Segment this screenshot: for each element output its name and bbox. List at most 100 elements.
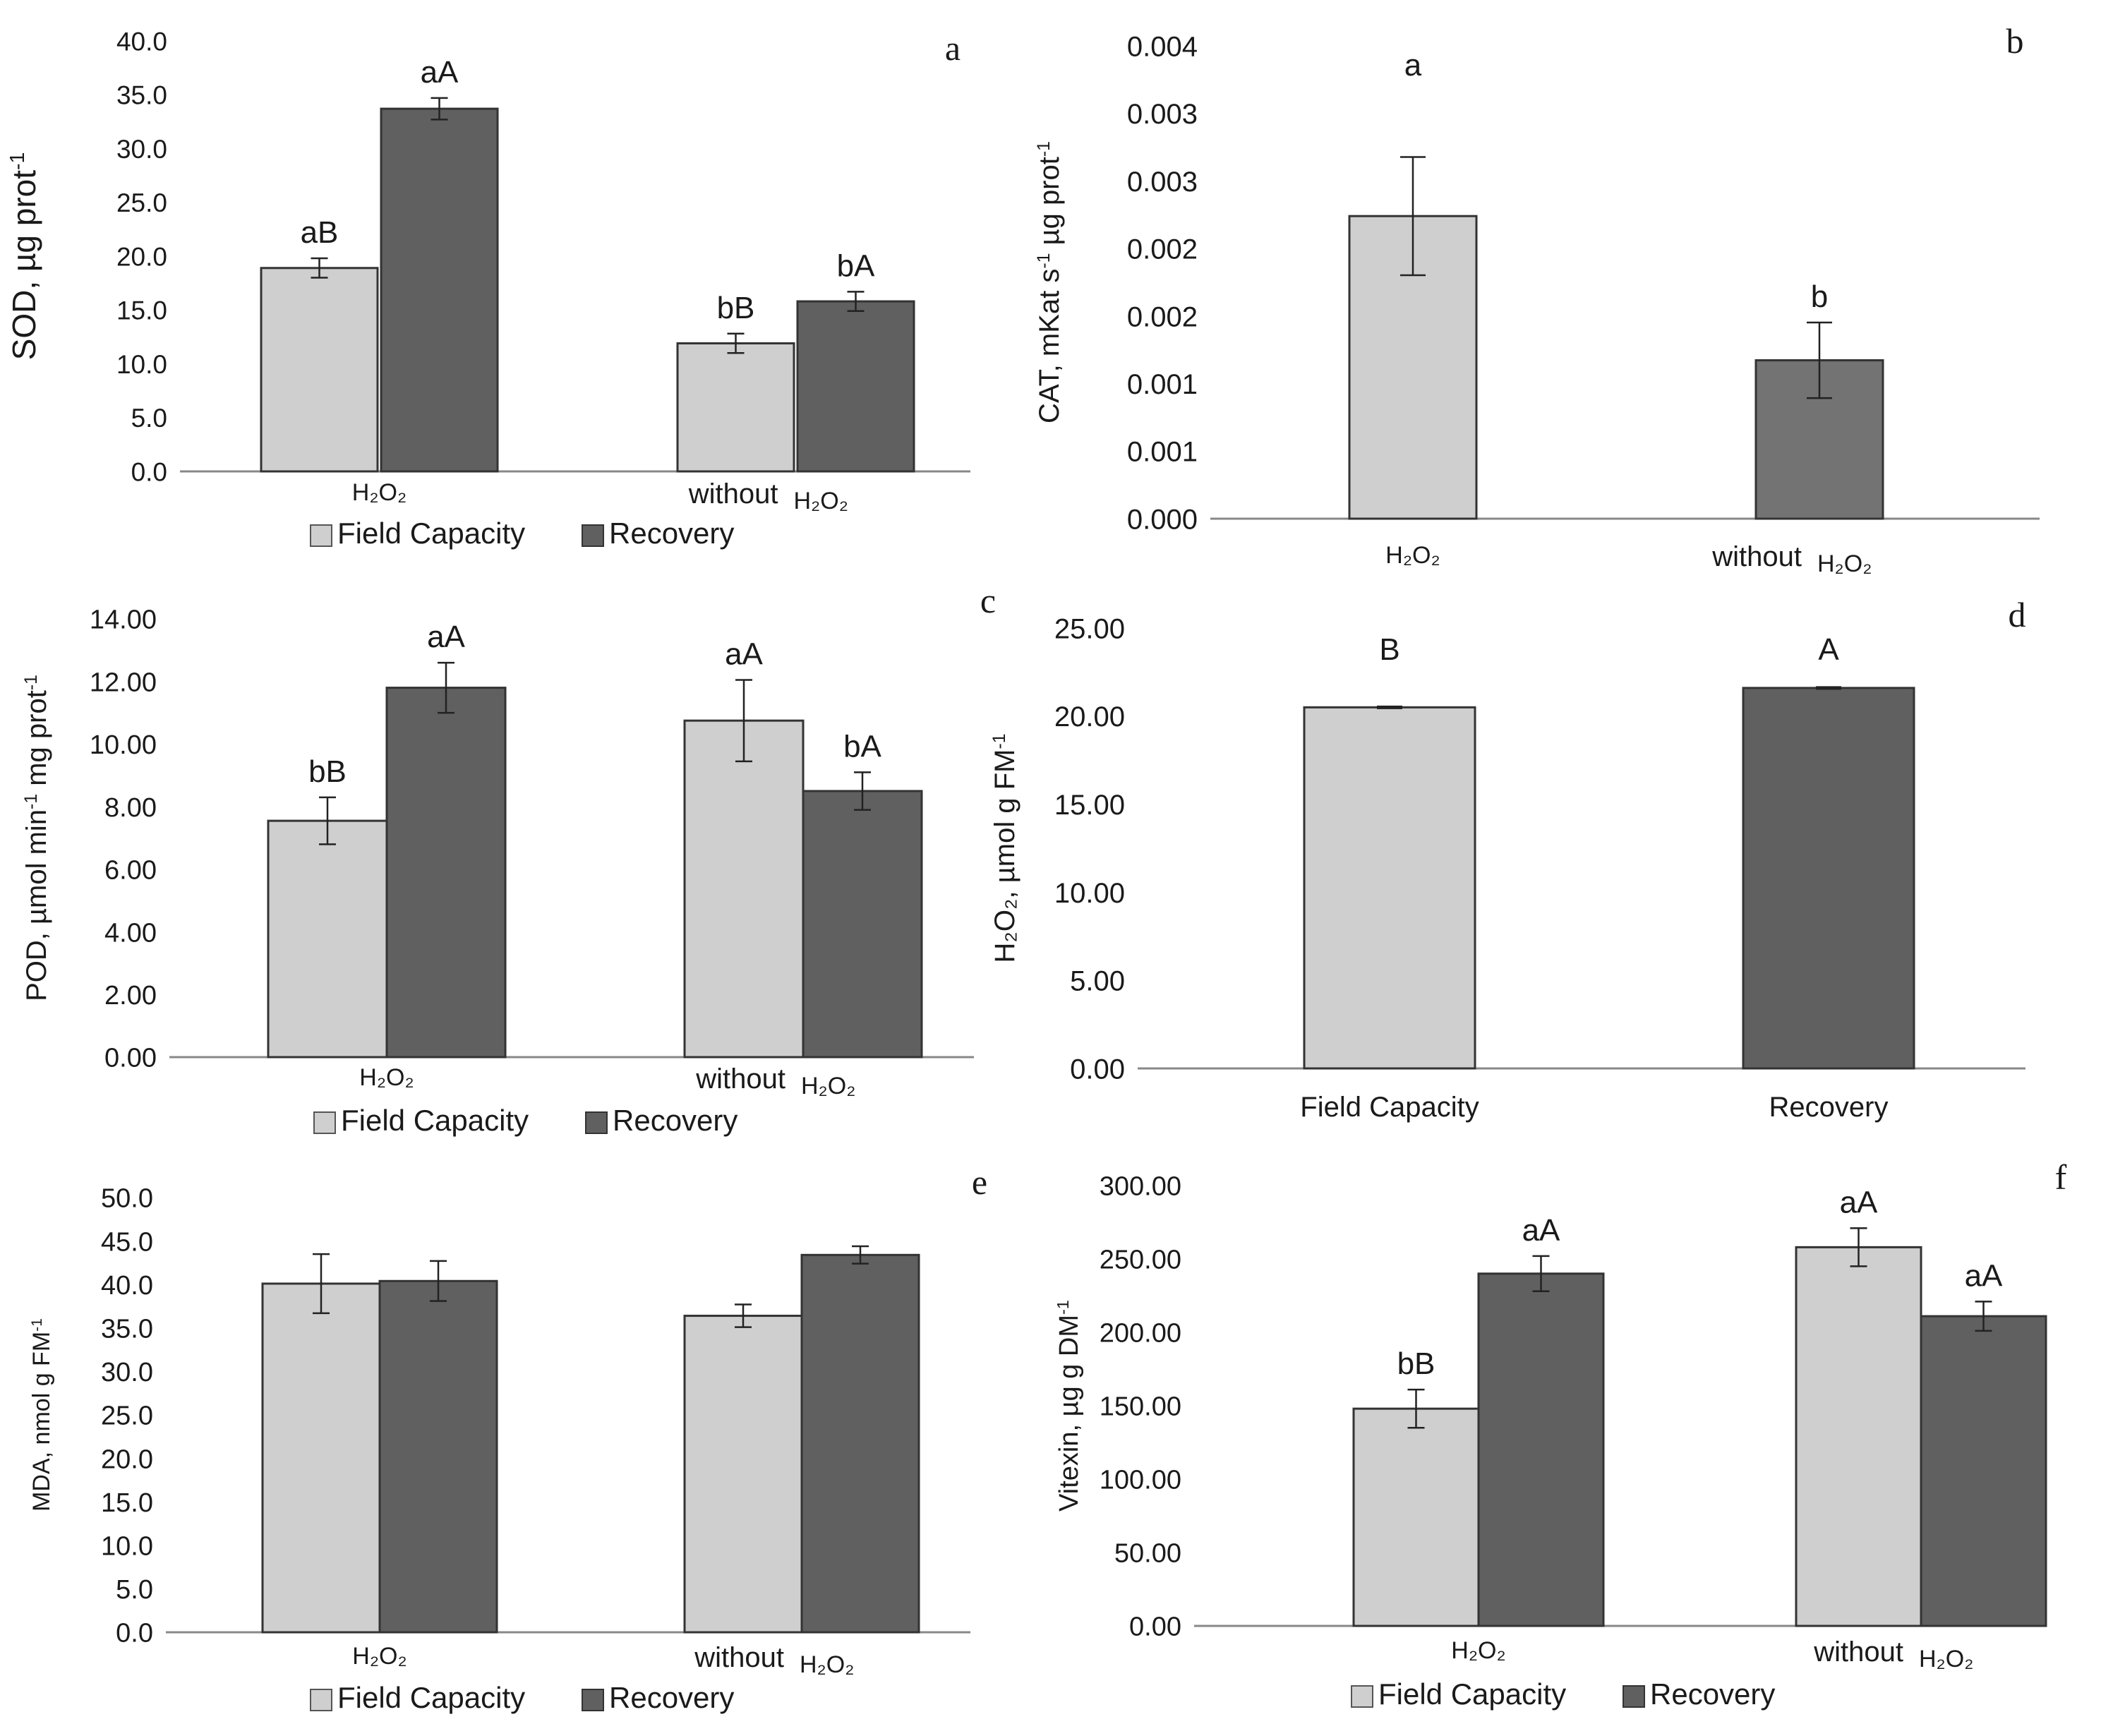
y-tick-label: 0.000 [1127, 504, 1198, 535]
legend-label-field-capacity: Field Capacity [337, 1681, 525, 1714]
legend-swatch-recovery [582, 524, 604, 547]
y-tick-label: 12.00 [90, 668, 157, 697]
significance-label: aA [1522, 1213, 1560, 1248]
y-tick-label: 0.001 [1127, 369, 1198, 400]
y-tick-label: 10.00 [90, 730, 157, 760]
bar [378, 1279, 498, 1634]
bar [1742, 687, 1915, 1070]
bar [1477, 1272, 1605, 1627]
significance-label: aA [725, 637, 763, 671]
x-category-label: without [694, 1642, 784, 1673]
bar [796, 300, 915, 473]
x-category-label: H₂O₂ [1385, 542, 1440, 569]
bar [1303, 706, 1476, 1070]
significance-label: bB [308, 754, 347, 789]
legend-label-field-capacity: Field Capacity [337, 517, 525, 550]
y-tick-label: 35.0 [116, 81, 167, 110]
y-axis-label: H₂O₂, µmol g FM-1 [989, 733, 1021, 963]
significance-label: bA [843, 729, 881, 764]
significance-label: aB [301, 215, 339, 250]
significance-label: bB [717, 291, 755, 325]
chart-panel-e: 0.0 5.0 10.0 15.0 20.0 25.0 30.0 35.0 40.0 45.0 50… [28, 1162, 987, 1714]
y-axis-label-sup: -1 [1035, 141, 1054, 157]
chart-panel-b: 0.000 0.001 0.001 0.002 0.002 0.003 0.003 0.004… [1034, 21, 2040, 577]
y-axis-label-part: POD, µmol min [21, 809, 52, 1001]
y-axis-label-part: µg prot [1034, 157, 1065, 253]
y-tick-label: 0.0 [131, 457, 167, 486]
x-category-chem: H₂O₂ [1817, 550, 1872, 577]
chart-panel-c: 0.00 2.00 4.00 6.00 8.00 10.00 12.00 14.00 bB aA a… [21, 581, 996, 1137]
y-tick-label: 35.0 [101, 1314, 153, 1344]
y-tick-label: 20.0 [101, 1445, 153, 1474]
y-tick-label: 15.00 [1054, 790, 1125, 821]
bar [800, 1253, 920, 1634]
y-tick-label: 14.00 [90, 605, 157, 635]
y-tick-label: 45.0 [101, 1227, 153, 1257]
legend-swatch-recovery [582, 1689, 604, 1711]
significance-label: A [1818, 632, 1839, 667]
legend-swatch-recovery [585, 1111, 608, 1134]
legend-swatch-field-capacity [310, 1689, 332, 1711]
x-category-label: Recovery [1769, 1092, 1889, 1123]
y-tick-label: 20.0 [116, 242, 167, 271]
bar [676, 342, 795, 473]
x-category-label: H₂O₂ [359, 1064, 414, 1091]
y-tick-label: 200.00 [1100, 1319, 1181, 1349]
significance-label: aA [421, 55, 459, 90]
panel-letter: b [2006, 21, 2024, 61]
y-tick-label: 10.00 [1054, 878, 1125, 909]
y-tick-label: 4.00 [104, 918, 157, 948]
y-tick-label: 250.00 [1100, 1246, 1181, 1275]
y-axis-label-part: mg prot [21, 690, 52, 794]
panel-letter: a [945, 28, 961, 68]
y-axis-label-sup: -1 [22, 675, 41, 690]
x-category-chem: H₂O₂ [1919, 1646, 1973, 1672]
y-tick-label: 50.00 [1114, 1539, 1181, 1569]
x-category-label: without [688, 478, 778, 510]
chart-panel-f: 0.00 50.00 100.00 150.00 200.00 250.00 300.00 b… [1054, 1157, 2067, 1711]
significance-label: b [1811, 279, 1828, 314]
legend-label-recovery: Recovery [609, 1681, 734, 1714]
y-tick-label: 0.003 [1127, 99, 1198, 130]
y-axis-label: POD, µmol min-1 mg prot-1 [21, 675, 52, 1001]
legend: Field Capacity Recovery [313, 1104, 738, 1137]
y-tick-label: 0.00 [1129, 1613, 1181, 1642]
bar [683, 1315, 803, 1634]
y-tick-label: 25.00 [1054, 613, 1125, 644]
legend-swatch-field-capacity [1351, 1685, 1373, 1708]
y-axis-label-part: H₂O₂, µmol g FM [989, 749, 1021, 963]
significance-label: B [1379, 632, 1399, 667]
y-tick-label: 0.00 [104, 1044, 157, 1073]
y-tick-label: 40.0 [101, 1271, 153, 1301]
legend: Field Capacity Recovery [1351, 1677, 1775, 1711]
x-category-chem: H₂O₂ [794, 488, 848, 514]
significance-label: aA [427, 620, 465, 654]
legend-label-field-capacity: Field Capacity [341, 1104, 529, 1137]
y-tick-label: 0.0 [116, 1619, 153, 1648]
y-tick-label: 10.0 [101, 1531, 153, 1561]
y-axis-label-part: CAT, mKat s [1034, 269, 1065, 423]
x-category-label: H₂O₂ [352, 1643, 407, 1670]
y-axis-label-sup: -1 [1054, 1300, 1072, 1315]
x-category-label: without [695, 1063, 785, 1095]
y-tick-label: 0.002 [1127, 234, 1198, 265]
significance-label: bB [1397, 1346, 1435, 1381]
legend-label-recovery: Recovery [1650, 1677, 1775, 1711]
y-axis-label-part: MDA, nmol g FM [28, 1332, 55, 1512]
chart-panel-d: 0.00 5.00 10.00 15.00 20.00 25.00 B A Field Capa… [989, 595, 2026, 1123]
legend-swatch-field-capacity [313, 1111, 336, 1134]
y-tick-label: 150.00 [1100, 1392, 1181, 1422]
legend-label-recovery: Recovery [613, 1104, 738, 1137]
legend: Field Capacity Recovery [310, 1681, 734, 1714]
x-category-label: without [1813, 1636, 1903, 1668]
x-category-label: Field Capacity [1300, 1092, 1479, 1123]
y-tick-label: 300.00 [1100, 1172, 1181, 1202]
significance-label: aA [1965, 1258, 2003, 1293]
bar [385, 687, 507, 1059]
y-tick-label: 2.00 [104, 981, 157, 1011]
y-axis-label-part: Vitexin, µg g DM [1054, 1315, 1084, 1512]
y-tick-label: 25.0 [116, 188, 167, 217]
significance-label: a [1404, 48, 1422, 83]
bar [683, 719, 805, 1059]
panel-letter: e [972, 1162, 987, 1202]
